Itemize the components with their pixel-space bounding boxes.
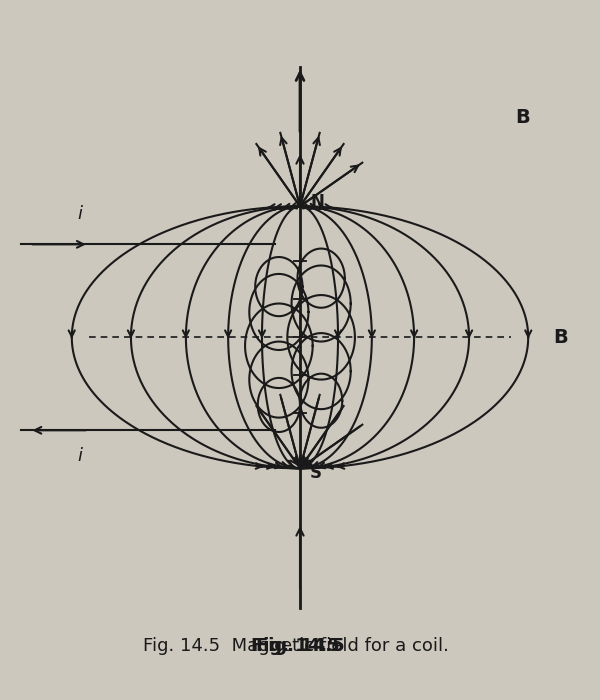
Text: B: B — [515, 108, 530, 127]
Text: Fig. 14.5  Magnetic field for a coil.: Fig. 14.5 Magnetic field for a coil. — [143, 638, 449, 655]
Text: N: N — [310, 193, 324, 211]
Text: i: i — [78, 205, 83, 223]
Text: S: S — [310, 463, 322, 482]
Text: B: B — [554, 328, 568, 346]
Text: Fig. 14.5: Fig. 14.5 — [256, 638, 344, 655]
Text: Fig. 14.5: Fig. 14.5 — [251, 638, 340, 655]
Text: i: i — [78, 447, 83, 466]
